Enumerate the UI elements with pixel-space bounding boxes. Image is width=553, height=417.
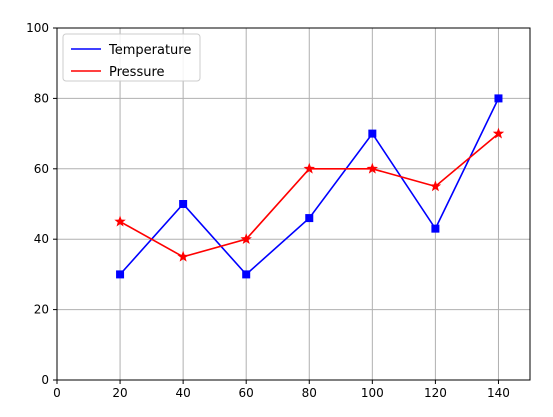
legend-label-pressure: Pressure <box>109 65 165 80</box>
star-marker <box>492 127 505 139</box>
plot-frame <box>56 27 531 381</box>
square-marker <box>431 224 440 233</box>
axis-ticks: 0 20 40 60 80 100 120 140 0 20 40 60 80 100 <box>26 21 510 400</box>
legend-label-temperature: Temperature <box>108 43 191 58</box>
square-marker <box>368 129 377 138</box>
square-marker <box>179 200 188 208</box>
square-marker <box>116 270 125 279</box>
y-tick-label: 40 <box>34 232 49 246</box>
pressure-series <box>114 127 505 262</box>
x-tick-label: 140 <box>487 386 510 400</box>
x-tick-label: 80 <box>302 386 317 400</box>
legend-box <box>62 33 201 82</box>
star-marker <box>303 162 315 174</box>
y-tick-label: 20 <box>34 303 49 317</box>
square-marker <box>494 94 503 103</box>
y-tick-label: 0 <box>41 373 49 387</box>
x-tick-label: 120 <box>424 386 447 400</box>
grid-layer <box>57 28 530 380</box>
x-tick-label: 100 <box>361 386 384 400</box>
y-tick-label: 60 <box>34 162 49 176</box>
temperature-series <box>116 94 503 279</box>
star-marker <box>177 250 189 262</box>
square-marker <box>242 270 251 279</box>
x-tick-label: 60 <box>239 386 254 400</box>
star-marker <box>240 233 252 245</box>
x-tick-label: 40 <box>175 386 190 400</box>
square-marker <box>305 214 314 223</box>
x-tick-label: 0 <box>53 386 61 400</box>
star-marker <box>114 215 126 227</box>
star-marker <box>429 180 442 192</box>
legend: Temperature Pressure <box>62 33 201 82</box>
y-tick-label: 100 <box>26 21 49 35</box>
star-marker <box>366 162 379 174</box>
series-layer <box>114 94 505 279</box>
x-tick-label: 20 <box>112 386 127 400</box>
y-tick-label: 80 <box>34 91 49 105</box>
